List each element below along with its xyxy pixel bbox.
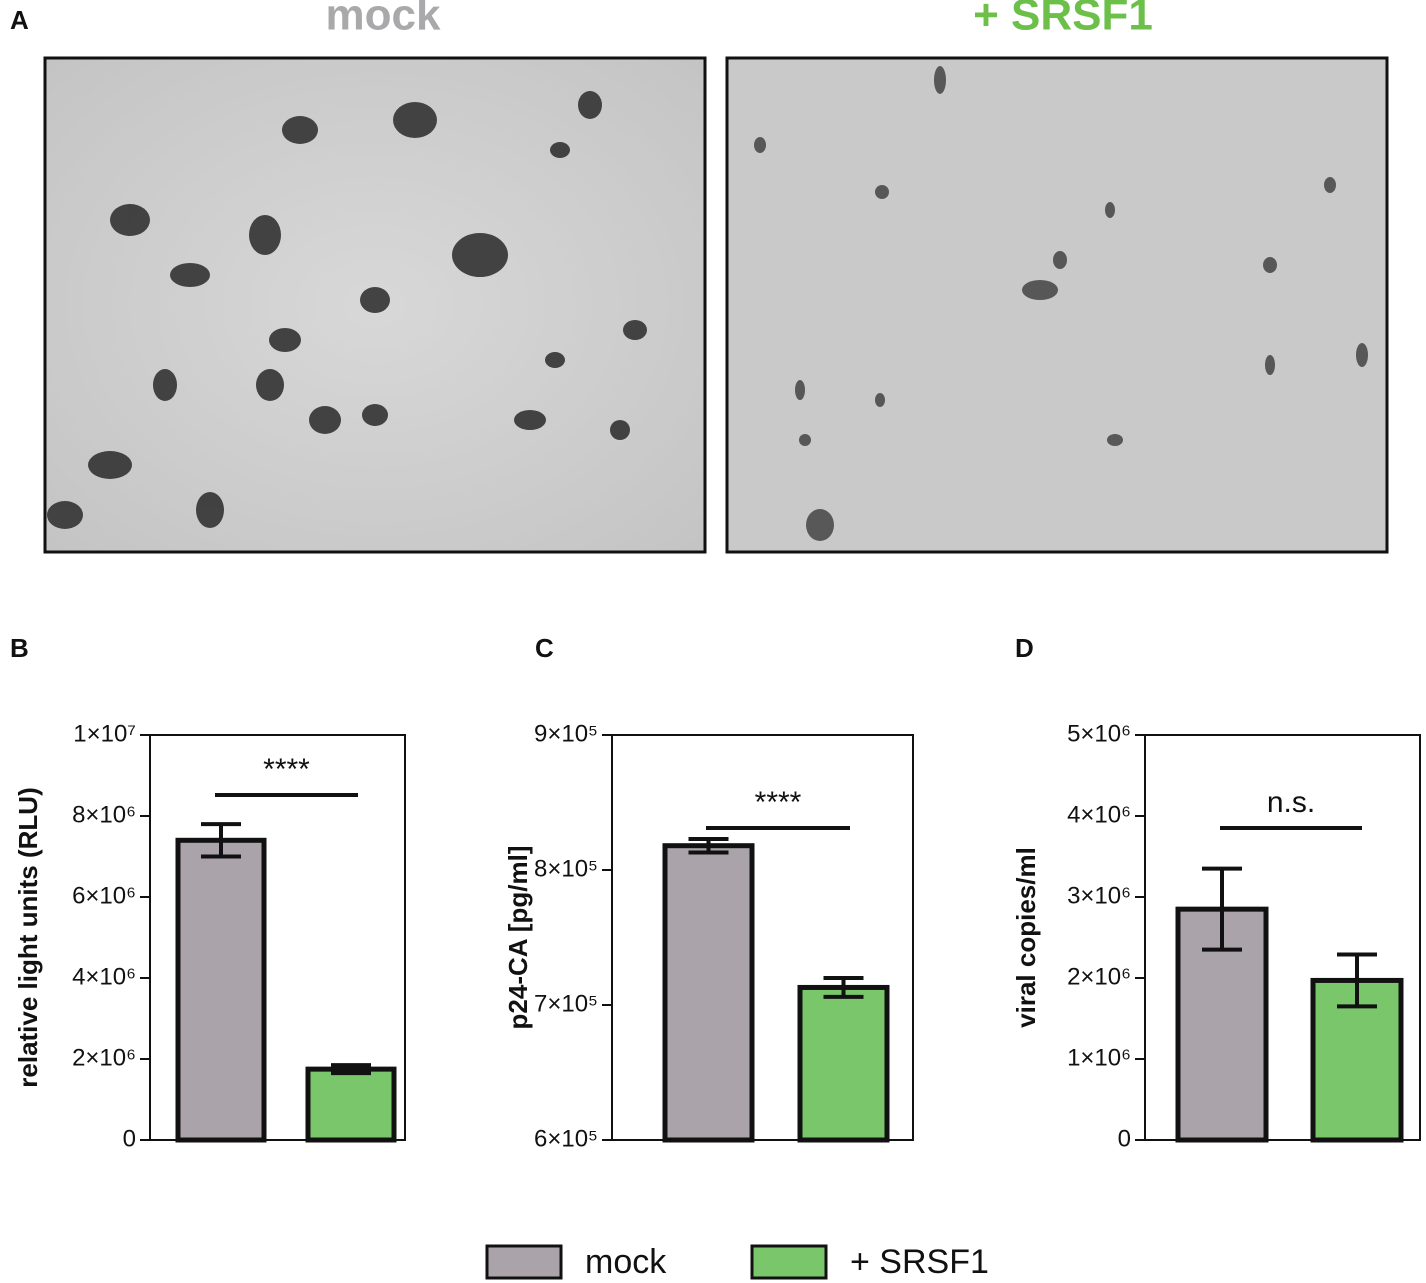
panel-label: B xyxy=(10,633,29,663)
legend-label: mock xyxy=(585,1243,667,1281)
y-tick-label: 4×10⁶ xyxy=(1067,801,1131,828)
panel-label: A xyxy=(10,5,29,35)
y-axis-label: viral copies/ml xyxy=(1011,847,1041,1028)
error-bar xyxy=(201,822,241,859)
bar xyxy=(175,837,267,1143)
plot-frame xyxy=(1144,734,1421,1141)
significance-label: **** xyxy=(263,753,310,786)
y-tick-label: 2×10⁶ xyxy=(72,1044,136,1071)
image-title: + SRSF1 xyxy=(973,0,1153,40)
y-tick-label: 3×10⁶ xyxy=(1067,882,1131,909)
y-tick-label: 1×10⁷ xyxy=(73,720,136,747)
panel-label: C xyxy=(535,633,554,663)
y-tick-label: 1×10⁶ xyxy=(1067,1044,1131,1071)
legend-swatch xyxy=(750,1244,828,1280)
y-tick-label: 0 xyxy=(123,1125,136,1152)
y-tick-label: 7×10⁵ xyxy=(534,990,598,1017)
bar xyxy=(797,984,890,1143)
y-tick-label: 4×10⁶ xyxy=(72,963,136,990)
y-tick-label: 9×10⁵ xyxy=(534,720,598,747)
micrograph-srsf1 xyxy=(725,56,1389,554)
plot-frame xyxy=(611,734,914,1141)
y-tick-label: 2×10⁶ xyxy=(1067,963,1131,990)
bar xyxy=(305,1066,397,1143)
y-tick-label: 8×10⁵ xyxy=(534,855,598,882)
y-axis-label: p24-CA [pg/ml] xyxy=(503,846,533,1030)
significance-label: **** xyxy=(755,786,802,819)
legend-swatch xyxy=(485,1244,563,1280)
error-bar xyxy=(331,1063,371,1076)
y-tick-label: 8×10⁶ xyxy=(72,801,136,828)
image-title: mock xyxy=(326,0,441,40)
micrograph-mock xyxy=(43,56,707,554)
y-tick-label: 5×10⁶ xyxy=(1067,720,1131,747)
panel-label: D xyxy=(1015,633,1034,663)
bar xyxy=(662,843,755,1143)
error-bar xyxy=(823,976,864,999)
significance-label: n.s. xyxy=(1267,786,1315,819)
plot-frame xyxy=(149,734,406,1141)
error-bar xyxy=(1202,866,1242,952)
error-bar xyxy=(1337,952,1377,1009)
y-tick-label: 0 xyxy=(1118,1125,1131,1152)
y-axis-label: relative light units (RLU) xyxy=(13,787,43,1087)
legend-label: + SRSF1 xyxy=(850,1243,989,1281)
y-tick-label: 6×10⁶ xyxy=(72,882,136,909)
y-tick-label: 6×10⁵ xyxy=(534,1125,598,1152)
error-bar xyxy=(688,836,729,855)
